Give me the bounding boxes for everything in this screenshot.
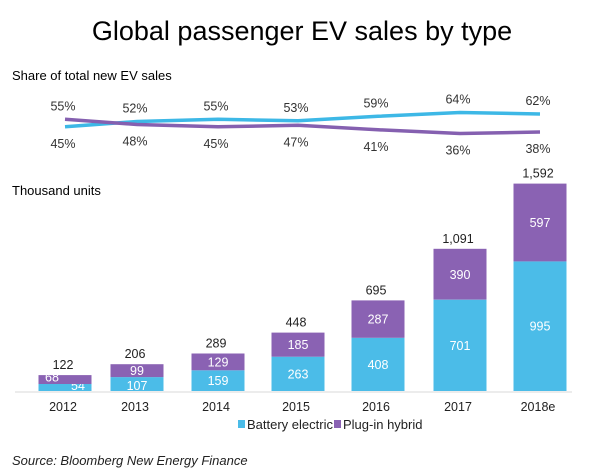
bar-total-label: 695: [366, 283, 387, 297]
bar-segment-battery-electric: [38, 384, 92, 391]
bar-segment-plug-in-hybrid: [38, 375, 92, 384]
bar-value-battery-electric: 408: [368, 358, 389, 372]
share-label-plug-in-hybrid: 41%: [363, 140, 388, 154]
share-label-plug-in-hybrid: 48%: [122, 135, 147, 149]
bar-segment-battery-electric: [433, 299, 487, 391]
bar-value-plug-in-hybrid: 287: [368, 313, 389, 327]
bar-value-plug-in-hybrid: 129: [208, 355, 229, 369]
bar-segment-battery-electric: [271, 356, 325, 391]
stacked-bar-chart: 5468122201210799206201315912928920142631…: [38, 167, 567, 414]
x-tick-label: 2015: [282, 400, 310, 414]
bar-value-battery-electric: 701: [450, 339, 471, 353]
share-label-battery-electric: 45%: [50, 137, 75, 151]
x-tick-label: 2014: [202, 400, 230, 414]
share-subtitle: Share of total new EV sales: [12, 68, 172, 83]
bar-segment-plug-in-hybrid: [513, 183, 567, 262]
bar-value-battery-electric: 995: [530, 320, 551, 334]
x-tick-label: 2016: [362, 400, 390, 414]
legend-label-battery-electric: Battery electric: [247, 417, 333, 432]
bar-segment-plug-in-hybrid: [351, 300, 405, 338]
share-label-battery-electric: 52%: [122, 102, 147, 116]
share-label-battery-electric: 62%: [525, 94, 550, 108]
bar-segment-battery-electric: [351, 337, 405, 391]
bar-value-plug-in-hybrid: 390: [450, 268, 471, 282]
source-note: Source: Bloomberg New Energy Finance: [12, 453, 248, 468]
share-line-battery-electric: [64, 110, 541, 129]
bar-value-plug-in-hybrid: 597: [530, 216, 551, 230]
x-tick-label: 2017: [444, 400, 472, 414]
legend-swatch-plug-in-hybrid: [334, 420, 341, 428]
bar-total-label: 289: [206, 337, 227, 351]
bar-value-battery-electric: 263: [288, 367, 309, 381]
share-line-plug-in-hybrid: [64, 117, 541, 136]
bar-segment-plug-in-hybrid: [433, 248, 487, 300]
chart-title: Global passenger EV sales by type: [92, 16, 512, 46]
share-label-battery-electric: 64%: [445, 93, 470, 107]
bar-total-label: 122: [53, 358, 74, 372]
bar-segment-plug-in-hybrid: [110, 364, 164, 378]
share-label-plug-in-hybrid: 38%: [525, 142, 550, 156]
bar-total-label: 448: [286, 316, 307, 330]
share-line-chart: 45% 52% 55% 53% 59% 64% 62% 55% 48% 45% 47% 41% 36% 3…: [50, 93, 550, 158]
x-tick-label: 2018e: [521, 400, 556, 414]
bar-total-label: 1,091: [442, 232, 473, 246]
bar-value-plug-in-hybrid: 185: [288, 338, 309, 352]
bar-value-plug-in-hybrid: 68: [45, 371, 59, 385]
bar-segment-battery-electric: [191, 370, 245, 391]
bar-value-plug-in-hybrid: 99: [130, 364, 144, 378]
share-label-plug-in-hybrid: 55%: [50, 99, 75, 113]
share-label-battery-electric: 59%: [363, 96, 388, 110]
legend-swatch-battery-electric: [238, 420, 245, 428]
share-label-plug-in-hybrid: 47%: [283, 135, 308, 149]
x-tick-label: 2013: [121, 400, 149, 414]
bar-segment-plug-in-hybrid: [191, 353, 245, 371]
bar-value-battery-electric: 107: [127, 379, 148, 393]
legend-label-plug-in-hybrid: Plug-in hybrid: [343, 417, 423, 432]
share-label-plug-in-hybrid: 45%: [203, 137, 228, 151]
share-label-plug-in-hybrid: 36%: [445, 144, 470, 158]
bar-value-battery-electric: 159: [208, 374, 229, 388]
x-tick-label: 2012: [49, 400, 77, 414]
bar-segment-plug-in-hybrid: [271, 332, 325, 357]
share-label-battery-electric: 55%: [203, 99, 228, 113]
units-subtitle: Thousand units: [12, 183, 101, 198]
bar-total-label: 1,592: [522, 167, 553, 181]
bar-total-label: 206: [125, 347, 146, 361]
bar-segment-battery-electric: [513, 261, 567, 391]
share-label-battery-electric: 53%: [283, 101, 308, 115]
bar-segment-battery-electric: [110, 377, 164, 391]
legend: Battery electric Plug-in hybrid: [238, 417, 423, 432]
